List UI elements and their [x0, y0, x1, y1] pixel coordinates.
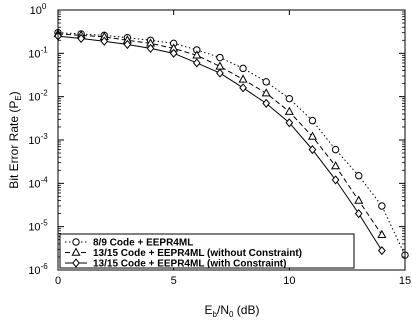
- data-point: [354, 209, 363, 219]
- legend-label: 13/15 Code + EEPR4ML (without Constraint…: [93, 248, 302, 259]
- x-tick-label: 10: [283, 275, 295, 287]
- data-point: [169, 48, 178, 58]
- y-tick-label: 10-6: [28, 262, 48, 277]
- data-point: [377, 229, 387, 238]
- data-point: [215, 61, 225, 70]
- legend-label: 13/15 Code + EEPR4ML (with Constraint): [93, 259, 286, 270]
- data-point: [331, 161, 341, 170]
- plot-area: [53, 28, 409, 259]
- y-tick-label: 10-5: [28, 219, 48, 234]
- y-tick-label: 10-3: [28, 132, 48, 147]
- data-point: [77, 33, 85, 44]
- legend-box: [59, 233, 355, 269]
- series-3: [54, 31, 386, 256]
- y-tick-label: 10-4: [28, 175, 48, 190]
- legend-marker: [72, 258, 80, 268]
- data-point: [307, 131, 318, 140]
- data-point: [100, 36, 109, 46]
- data-point: [331, 145, 340, 154]
- data-point: [146, 43, 155, 53]
- data-point: [192, 58, 201, 68]
- data-point: [239, 64, 247, 73]
- y-tick-label: 100: [30, 2, 47, 17]
- data-point: [378, 202, 386, 210]
- x-tick-label: 15: [399, 275, 411, 287]
- y-tick-label: 10-2: [28, 89, 48, 104]
- data-point: [216, 53, 224, 62]
- data-point: [354, 195, 364, 204]
- data-point: [239, 83, 247, 93]
- legend-marker: [72, 238, 80, 246]
- data-point: [285, 118, 294, 128]
- y-axis-label: Bit Error Rate (PE): [7, 91, 23, 188]
- data-point: [308, 116, 317, 125]
- series-line-2: [57, 33, 383, 236]
- data-point: [192, 50, 202, 59]
- data-point: [355, 172, 363, 180]
- y-tick-label: 10-1: [28, 45, 48, 60]
- data-point: [238, 74, 248, 83]
- data-point: [331, 175, 340, 185]
- x-tick-label: 5: [171, 275, 177, 287]
- x-tick-label: 0: [55, 275, 61, 287]
- data-point: [123, 39, 132, 50]
- data-point: [285, 94, 294, 103]
- x-axis-label: Eb/N0 (dB): [205, 303, 260, 319]
- plot-frame: [57, 9, 406, 271]
- data-point: [262, 98, 271, 108]
- data-point: [378, 246, 386, 256]
- data-point: [284, 106, 294, 115]
- axes: 0 5 10 15 100 10-1 10-2 10-3 10-4 10-5 10-6: [28, 2, 411, 287]
- legend-marker: [71, 247, 81, 256]
- data-point: [216, 68, 224, 78]
- series-1: [54, 28, 409, 259]
- legend-label: 8/9 Code + EEPR4ML: [93, 238, 193, 249]
- data-point: [262, 78, 270, 86]
- series-line-1: [57, 32, 406, 256]
- data-point: [308, 145, 317, 155]
- data-point: [261, 88, 271, 97]
